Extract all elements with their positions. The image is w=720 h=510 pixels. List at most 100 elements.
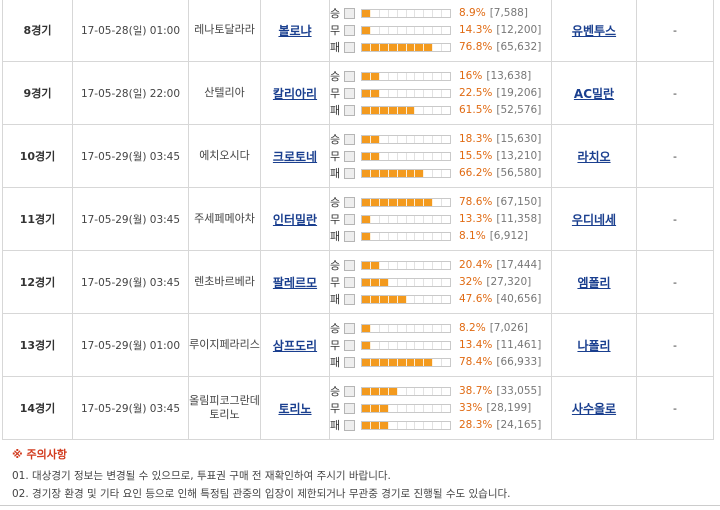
bar-segment [389,9,398,17]
bar-segment [362,358,371,366]
game-row: 14경기 17-05-29(월) 03:45 올림피코그란데토리노 토리노 승 38.7%… [2,376,714,440]
vote-percent-bar [361,71,451,81]
away-team-link[interactable]: 우디네세 [571,212,617,227]
game-datetime: 17-05-29(월) 03:45 [72,250,189,314]
vote-row: 패 47.6% [40,656] [330,291,551,308]
bar-segment [415,324,425,332]
vote-percent: 32% [459,276,483,288]
away-team-link[interactable]: 라치오 [577,149,611,164]
vote-checkbox[interactable] [344,293,355,305]
bar-segment [362,387,371,395]
home-team-cell: 팔레르모 [260,250,330,314]
vote-row: 무 13.4% [11,461] [330,337,551,354]
bar-segment [397,295,407,303]
away-team-link[interactable]: AC밀란 [573,86,615,101]
vote-percent: 8.1% [459,230,486,242]
bar-segment [379,295,389,303]
bar-segment [380,152,389,160]
home-team-link[interactable]: 크로토네 [272,149,318,164]
stadium-name: 에치오시다 [188,124,261,188]
stadium-name: 올림피코그란데토리노 [188,376,261,440]
away-team-link[interactable]: 사수올로 [571,401,617,416]
away-team-link[interactable]: 엠폴리 [577,275,611,290]
vote-outcome-label: 승 [330,7,341,20]
bar-segment [433,43,443,51]
home-team-link[interactable]: 토리노 [278,401,312,416]
vote-percent: 38.7% [459,385,493,397]
vote-checkbox[interactable] [344,322,355,334]
stadium-name: 산텔리아 [188,61,261,125]
bar-segment [442,27,450,34]
bar-segment [398,135,407,143]
vote-outcome-label: 승 [330,322,341,335]
vote-row: 패 78.4% [66,933] [330,354,551,371]
vote-checkbox[interactable] [344,150,355,162]
bar-segment [415,106,425,114]
home-team-link[interactable]: 삼프도리 [272,338,318,353]
vote-outcome-label: 패 [330,167,341,180]
vote-checkbox[interactable] [344,24,355,36]
bar-segment [362,232,371,240]
bar-segment [398,324,407,332]
away-team-link[interactable]: 나폴리 [577,338,611,353]
game-result: - [636,187,714,251]
bar-segment [424,9,434,17]
vote-percent-bar [361,277,451,287]
bar-segment [370,358,380,366]
vote-row: 패 66.2% [56,580] [330,165,551,182]
bar-segment [442,233,450,240]
vote-checkbox[interactable] [344,402,355,414]
vote-checkbox[interactable] [344,259,355,271]
away-team-cell: 사수올로 [551,376,637,440]
bar-segment [415,232,425,240]
vote-checkbox[interactable] [344,385,355,397]
home-team-link[interactable]: 칼리아리 [272,86,318,101]
bar-segment [389,89,398,97]
vote-row: 무 33% [28,199] [330,400,551,417]
bar-segment [407,404,416,412]
home-team-link[interactable]: 볼로냐 [278,23,312,38]
game-row: 8경기 17-05-28(일) 01:00 레나토달라라 볼로냐 승 8.9% [7,588… [2,0,714,62]
vote-row: 패 76.8% [65,632] [330,39,551,56]
vote-checkbox[interactable] [344,70,355,82]
bar-segment [362,89,371,97]
vote-checkbox[interactable] [344,104,355,116]
away-team-link[interactable]: 유벤투스 [571,23,617,38]
bar-segment [442,90,450,97]
bar-segment [406,106,416,114]
bar-segment [433,324,443,332]
vote-checkbox[interactable] [344,339,355,351]
bar-segment [424,106,434,114]
vote-count: [19,206] [496,87,542,99]
bar-segment [407,261,416,269]
vote-row: 무 15.5% [13,210] [330,148,551,165]
vote-checkbox[interactable] [344,196,355,208]
vote-percent-bar [361,151,451,161]
vote-checkbox[interactable] [344,356,355,368]
bar-segment [415,387,425,395]
home-team-link[interactable]: 팔레르모 [272,275,318,290]
vote-percent: 76.8% [459,41,493,53]
vote-checkbox[interactable] [344,87,355,99]
bar-segment [415,26,425,34]
bar-segment [406,169,416,177]
bar-segment [407,72,416,80]
vote-checkbox[interactable] [344,213,355,225]
vote-checkbox[interactable] [344,41,355,53]
vote-checkbox[interactable] [344,230,355,242]
bar-segment [388,169,398,177]
vote-checkbox[interactable] [344,419,355,431]
bar-segment [380,341,389,349]
vote-count: [27,320] [486,276,532,288]
vote-checkbox[interactable] [344,167,355,179]
home-team-link[interactable]: 인터밀란 [272,212,318,227]
vote-checkbox[interactable] [344,276,355,288]
bar-segment [398,152,407,160]
vote-checkbox[interactable] [344,7,355,19]
bar-segment [424,358,434,366]
vote-count: [11,358] [496,213,542,225]
vote-checkbox[interactable] [344,133,355,145]
vote-percent: 66.2% [459,167,493,179]
bar-segment [415,135,425,143]
bar-segment [371,232,380,240]
